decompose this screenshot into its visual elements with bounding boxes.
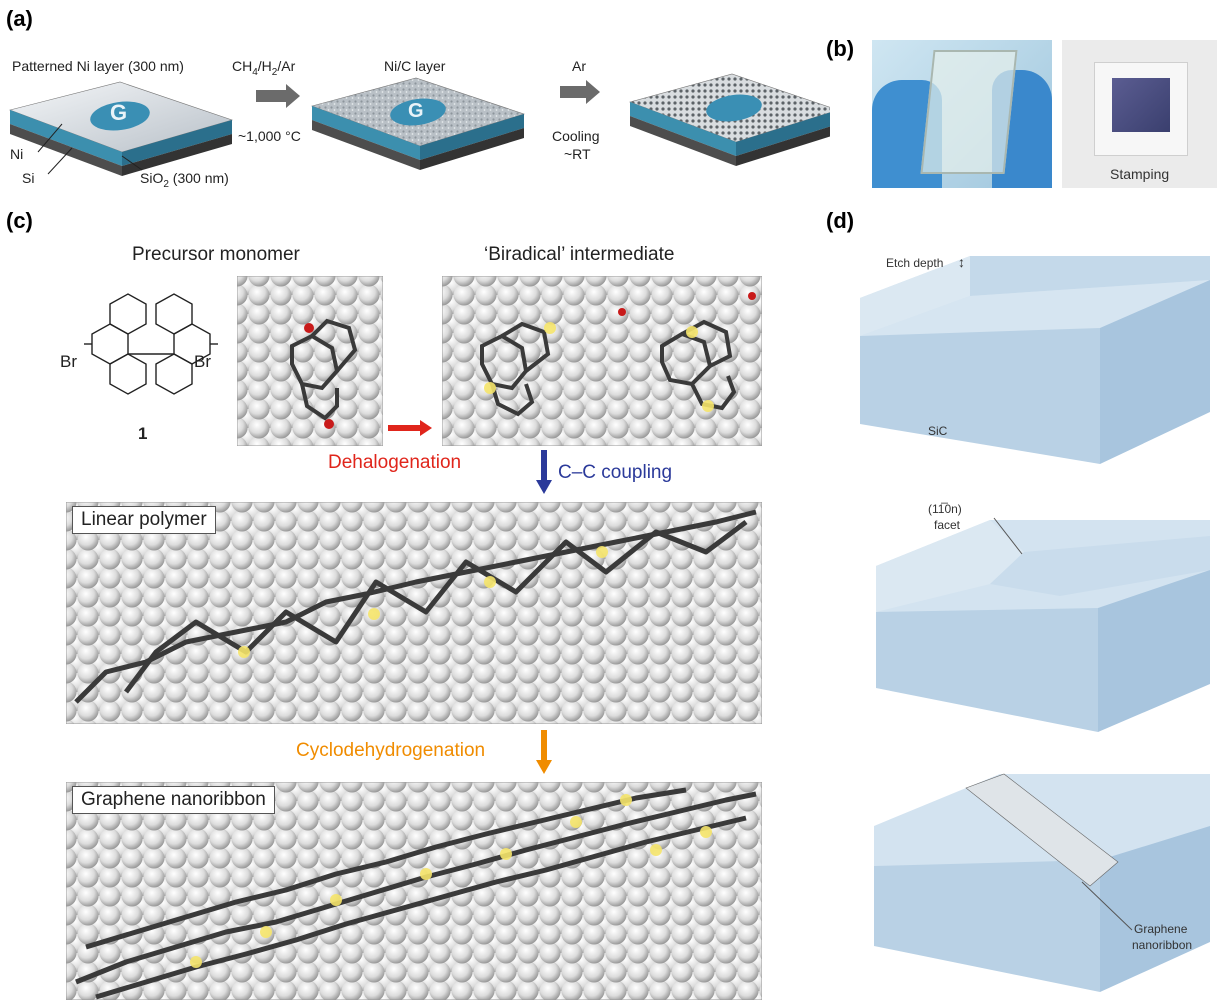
- substrate-graphene: [629, 73, 830, 166]
- panel-d-diagram: [860, 256, 1210, 992]
- stamp-chip: [1112, 78, 1170, 132]
- process-arrow-2: [560, 80, 600, 104]
- substrate-ni-c: [311, 77, 525, 170]
- linear-polymer-label: Linear polymer: [72, 506, 216, 534]
- precursor-surface-image: [237, 276, 383, 446]
- intermediate-surface-image: [442, 276, 762, 446]
- etch-depth-label: Etch depth: [886, 256, 944, 270]
- br-left: Br: [60, 352, 77, 371]
- etch-depth-arrow-icon: ↕: [958, 254, 965, 270]
- arrow1-gas-label: CH4/H2/Ar: [232, 58, 296, 78]
- nanoribbon-label: Graphene nanoribbon: [72, 786, 275, 814]
- panel-label-b: (b): [826, 36, 855, 61]
- facet-index-label: (11̅0n): [928, 502, 962, 516]
- precursor-title: Precursor monomer: [132, 244, 300, 265]
- gnr-label-line2: nanoribbon: [1132, 938, 1193, 952]
- panel-label-d: (d): [826, 208, 855, 233]
- coupling-label: C–C coupling: [558, 462, 673, 483]
- arrow1-temp-label: ~1,000 °C: [238, 128, 301, 144]
- intermediate-title: ‘Biradical’ intermediate: [484, 244, 675, 265]
- molecule-1-structure: [84, 293, 218, 395]
- transparent-film: [920, 50, 1018, 174]
- arrow2-rt-label: ~RT: [564, 146, 591, 162]
- linear-polymer-image: [66, 502, 762, 724]
- panel-a-diagram: G G: [8, 73, 830, 176]
- facet-label: facet: [934, 518, 961, 532]
- panel-label-a: (a): [6, 6, 33, 31]
- cyclodehydrogenation-arrow: [536, 730, 552, 774]
- sic-block-facet: [876, 520, 1210, 732]
- sic-label: SiC: [928, 424, 948, 438]
- g-logo-2: G: [408, 100, 424, 122]
- substrate-ni-patterned: [8, 81, 233, 176]
- compound-number: 1: [138, 424, 148, 443]
- arrow2-gas-label: Ar: [572, 58, 586, 74]
- coupling-arrow: [536, 450, 552, 494]
- ni-label: Ni: [10, 146, 24, 162]
- br-right: Br: [194, 352, 211, 371]
- sic-block-etched: [860, 256, 1210, 464]
- ni-layer-title: Patterned Ni layer (300 nm): [12, 58, 184, 74]
- nanoribbon-image: [66, 782, 762, 1000]
- stretch-photo: [872, 40, 1052, 188]
- dehalogenation-arrow: [388, 420, 432, 436]
- si-label: Si: [22, 170, 35, 186]
- sic-block-nanoribbon: [874, 773, 1210, 992]
- panel-label-c: (c): [6, 208, 33, 233]
- cyclodehydrogenation-label: Cyclodehydrogenation: [296, 740, 486, 761]
- ni-c-layer-title: Ni/C layer: [384, 58, 446, 74]
- dehalogenation-label: Dehalogenation: [328, 452, 462, 473]
- gnr-label-line1: Graphene: [1134, 922, 1188, 936]
- stamping-photo: Stamping: [1062, 40, 1217, 188]
- nanoribbon-sheet: [965, 773, 1119, 887]
- process-arrow-1: [256, 84, 300, 108]
- arrow2-cooling-label: Cooling: [552, 128, 600, 144]
- sio2-label: SiO2 (300 nm): [140, 170, 229, 190]
- stamping-label: Stamping: [1110, 166, 1170, 182]
- g-logo-1: G: [110, 100, 127, 125]
